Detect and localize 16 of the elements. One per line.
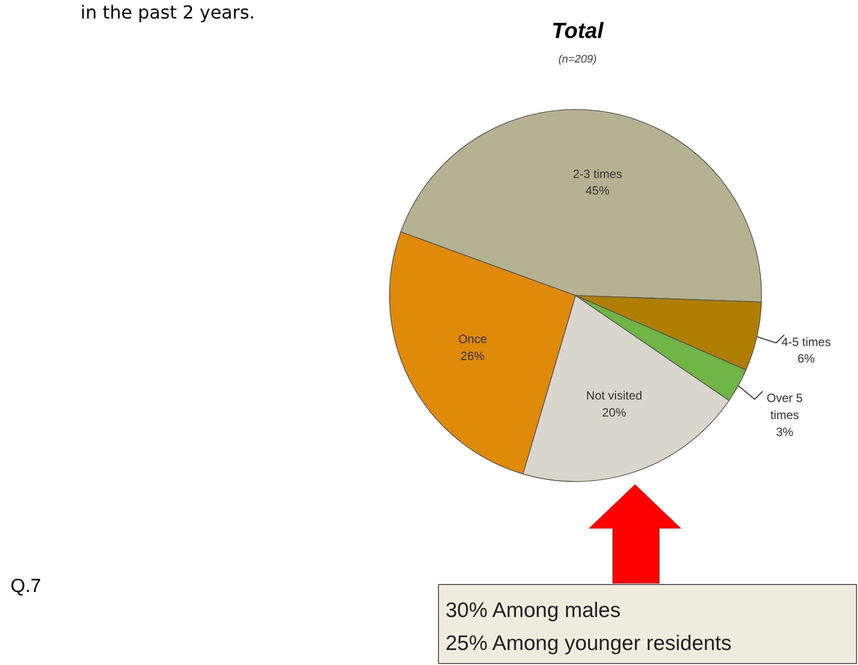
slice-label: Over 5 times (766, 391, 803, 422)
slice-label: Not visited (586, 388, 642, 403)
data-label: 45% (585, 184, 610, 198)
slice-label: 4-5 times (782, 334, 831, 349)
text: Q.7 (10, 576, 42, 597)
data-label: 20% (602, 406, 627, 420)
text: in the past 2 years. (80, 2, 255, 24)
slice-label: 2-3 times (572, 166, 622, 181)
chart-title: Total (552, 18, 604, 43)
text: 25% Among younger residents (446, 632, 732, 655)
data-label: 3% (776, 424, 794, 439)
data-label: 6% (798, 352, 816, 366)
data-label: 26% (460, 348, 485, 363)
chart-subtitle: (n=209) (558, 54, 597, 66)
slice-label: Once (458, 332, 488, 346)
text: 30% Among males (446, 599, 621, 622)
